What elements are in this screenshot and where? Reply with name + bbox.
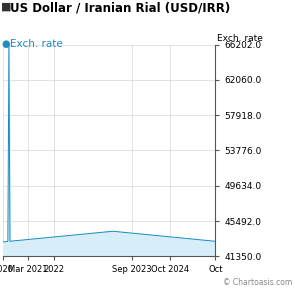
Text: US Dollar / Iranian Rial (USD/IRR): US Dollar / Iranian Rial (USD/IRR) bbox=[10, 1, 231, 14]
Text: Exch. rate: Exch. rate bbox=[10, 39, 63, 49]
Text: Exch. rate: Exch. rate bbox=[217, 34, 263, 43]
Text: © Chartoasis.com: © Chartoasis.com bbox=[223, 278, 292, 287]
Text: ■: ■ bbox=[1, 1, 12, 12]
Text: ●: ● bbox=[1, 39, 10, 49]
